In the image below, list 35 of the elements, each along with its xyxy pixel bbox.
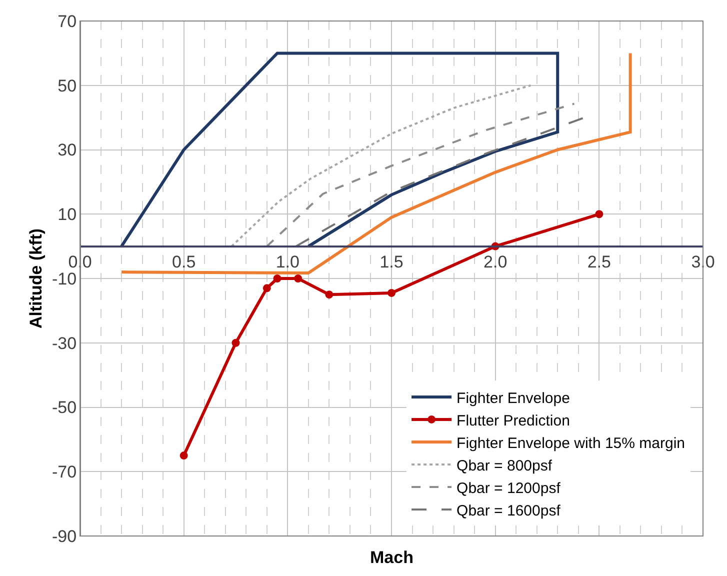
point bbox=[180, 452, 188, 460]
line-series bbox=[120, 52, 632, 275]
point bbox=[294, 274, 302, 282]
y-tick-label: 10 bbox=[58, 205, 77, 224]
y-axis-title: Altitude (kft) bbox=[26, 228, 46, 329]
x-tick-label: 2.0 bbox=[484, 252, 508, 272]
point bbox=[388, 288, 396, 297]
legend-label: Qbar = 1600psf bbox=[456, 502, 562, 520]
y-tick-label: -10 bbox=[52, 269, 77, 288]
line-series bbox=[120, 52, 560, 248]
legend-label: Qbar = 1200psf bbox=[456, 480, 562, 497]
line-series bbox=[266, 102, 576, 248]
y-tick-label: -90 bbox=[52, 526, 77, 546]
legend-label: Fighter Envelope with 15% margin bbox=[456, 434, 685, 452]
point bbox=[595, 210, 604, 218]
x-tick-label: 1.0 bbox=[276, 252, 300, 272]
x-tick-label: 1.5 bbox=[380, 252, 404, 272]
y-tick-label: -70 bbox=[52, 462, 77, 482]
legend-label: Fighter Envelope bbox=[456, 390, 570, 407]
x-tick-label: 2.5 bbox=[587, 252, 611, 272]
point bbox=[273, 274, 282, 282]
y-tick-label: -50 bbox=[52, 398, 77, 418]
y-tick-label: -30 bbox=[52, 334, 77, 353]
line-series bbox=[230, 84, 532, 248]
y-tick-label: 50 bbox=[58, 76, 77, 96]
y-tick-label: 70 bbox=[58, 12, 77, 31]
point bbox=[232, 338, 240, 347]
legend-label: Qbar = 800psf bbox=[456, 457, 553, 474]
x-axis-title: Mach bbox=[370, 548, 414, 567]
point bbox=[325, 290, 334, 299]
legend-label: Flutter Prediction bbox=[456, 412, 570, 430]
line-series bbox=[294, 116, 586, 248]
y-tick-label: 30 bbox=[58, 140, 77, 160]
point bbox=[262, 284, 271, 292]
x-tick-label: 0.5 bbox=[172, 252, 196, 272]
